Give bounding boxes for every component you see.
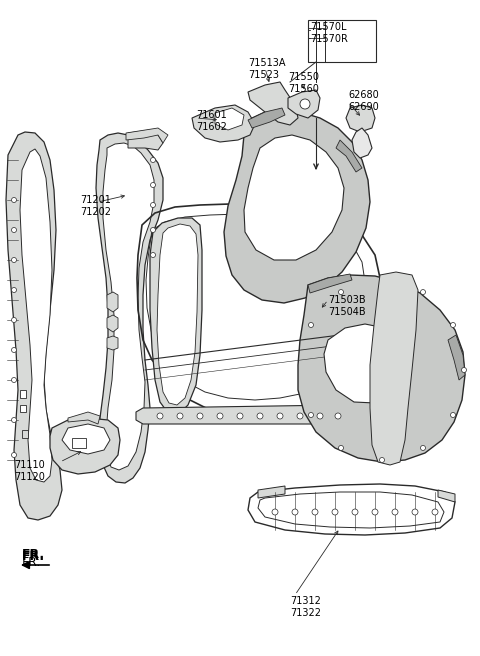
Circle shape xyxy=(451,323,456,327)
Text: 71601
71602: 71601 71602 xyxy=(196,110,227,133)
Circle shape xyxy=(12,287,16,293)
Text: FR.: FR. xyxy=(22,548,45,561)
Circle shape xyxy=(12,228,16,232)
Circle shape xyxy=(420,445,425,451)
Polygon shape xyxy=(308,274,352,293)
Polygon shape xyxy=(20,405,26,412)
Polygon shape xyxy=(244,135,344,260)
Circle shape xyxy=(272,509,278,515)
Polygon shape xyxy=(20,149,52,482)
Circle shape xyxy=(312,509,318,515)
Circle shape xyxy=(217,413,223,419)
Circle shape xyxy=(277,413,283,419)
Circle shape xyxy=(309,323,313,327)
Circle shape xyxy=(332,509,338,515)
Circle shape xyxy=(451,413,456,417)
Polygon shape xyxy=(20,390,26,398)
Polygon shape xyxy=(22,430,28,438)
Circle shape xyxy=(12,197,16,203)
Bar xyxy=(72,438,86,448)
Polygon shape xyxy=(68,412,100,424)
Polygon shape xyxy=(346,105,375,132)
Circle shape xyxy=(12,258,16,262)
Circle shape xyxy=(177,413,183,419)
Polygon shape xyxy=(96,133,163,483)
Circle shape xyxy=(300,99,310,109)
Polygon shape xyxy=(336,140,362,172)
Text: 71503B
71504B: 71503B 71504B xyxy=(328,295,366,318)
Polygon shape xyxy=(370,272,418,465)
Circle shape xyxy=(12,453,16,457)
Polygon shape xyxy=(324,324,410,403)
Circle shape xyxy=(292,509,298,515)
Polygon shape xyxy=(258,486,285,498)
Polygon shape xyxy=(352,128,372,158)
Polygon shape xyxy=(107,336,118,350)
Circle shape xyxy=(432,509,438,515)
Polygon shape xyxy=(248,108,285,128)
Circle shape xyxy=(338,289,344,295)
Circle shape xyxy=(151,157,156,163)
Circle shape xyxy=(338,445,344,451)
Polygon shape xyxy=(438,490,455,502)
Text: 71570L
71570R: 71570L 71570R xyxy=(310,22,348,45)
Circle shape xyxy=(12,348,16,352)
Polygon shape xyxy=(298,275,465,462)
Text: 71312
71322: 71312 71322 xyxy=(290,596,321,619)
Circle shape xyxy=(420,289,425,295)
Circle shape xyxy=(392,509,398,515)
Text: 71110
71120: 71110 71120 xyxy=(14,460,45,482)
Circle shape xyxy=(151,253,156,258)
Circle shape xyxy=(151,182,156,188)
Circle shape xyxy=(335,413,341,419)
Circle shape xyxy=(297,413,303,419)
Circle shape xyxy=(372,509,378,515)
Text: 71550
71560: 71550 71560 xyxy=(288,72,319,94)
Polygon shape xyxy=(103,143,154,470)
Polygon shape xyxy=(136,405,348,424)
Text: FR.: FR. xyxy=(22,550,45,562)
Polygon shape xyxy=(62,424,110,454)
Text: 71201
71202: 71201 71202 xyxy=(80,195,111,217)
Bar xyxy=(308,20,376,62)
Polygon shape xyxy=(224,110,370,303)
Circle shape xyxy=(309,413,313,417)
Circle shape xyxy=(380,457,384,462)
Circle shape xyxy=(461,367,467,373)
Circle shape xyxy=(12,318,16,323)
Polygon shape xyxy=(107,292,118,312)
Polygon shape xyxy=(192,105,255,142)
Circle shape xyxy=(12,417,16,422)
Polygon shape xyxy=(215,108,244,130)
Text: 62680
62690: 62680 62690 xyxy=(348,90,379,112)
Polygon shape xyxy=(448,335,465,380)
Text: FR.: FR. xyxy=(22,556,41,569)
Circle shape xyxy=(352,509,358,515)
Circle shape xyxy=(157,413,163,419)
Text: 71513A
71523: 71513A 71523 xyxy=(248,58,286,81)
Circle shape xyxy=(151,203,156,207)
Circle shape xyxy=(317,413,323,419)
Polygon shape xyxy=(157,224,198,405)
Circle shape xyxy=(197,413,203,419)
Polygon shape xyxy=(288,90,320,118)
Polygon shape xyxy=(50,418,120,474)
Circle shape xyxy=(412,509,418,515)
Polygon shape xyxy=(128,130,163,150)
Circle shape xyxy=(151,228,156,232)
Polygon shape xyxy=(150,218,202,415)
Circle shape xyxy=(257,413,263,419)
Polygon shape xyxy=(6,132,62,520)
Polygon shape xyxy=(126,128,168,143)
Circle shape xyxy=(237,413,243,419)
Circle shape xyxy=(12,377,16,382)
Polygon shape xyxy=(107,315,118,332)
Polygon shape xyxy=(248,82,298,125)
